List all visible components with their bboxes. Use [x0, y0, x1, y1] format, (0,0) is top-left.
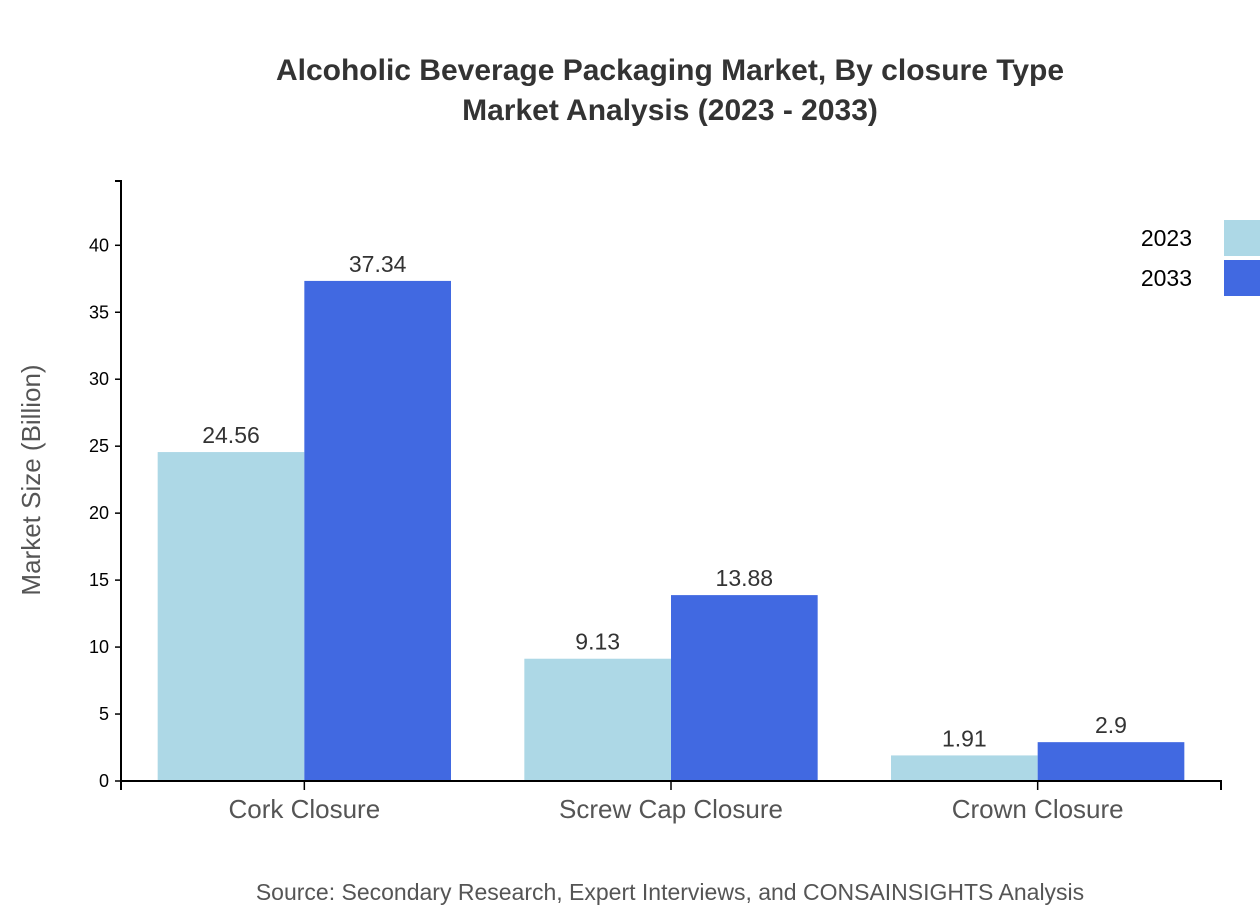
y-tick-label: 35 [89, 302, 109, 322]
y-tick-label: 5 [99, 704, 109, 724]
data-label: 37.34 [349, 251, 407, 277]
x-tick-label: Crown Closure [952, 794, 1124, 824]
legend-label: 2033 [1141, 265, 1192, 291]
y-tick-label: 10 [89, 637, 109, 657]
bar-2033 [304, 280, 451, 781]
legend-swatch-2033 [1224, 260, 1260, 296]
bar-2033 [671, 595, 818, 781]
x-axis [120, 780, 1222, 790]
y-tick-label: 0 [99, 771, 109, 791]
y-tick-label: 40 [89, 235, 109, 255]
data-label: 1.91 [942, 725, 987, 751]
y-axis [115, 180, 122, 781]
y-axis-label: Market Size (Billion) [16, 364, 46, 595]
bar-2023 [157, 452, 305, 781]
bar-2033 [1037, 742, 1185, 781]
data-label: 9.13 [575, 629, 620, 655]
chart-title: Alcoholic Beverage Packaging Market, By … [276, 54, 1064, 87]
bar-2023 [891, 755, 1038, 781]
y-tick-label: 20 [89, 503, 109, 523]
y-tick-label: 15 [89, 570, 109, 590]
data-label: 2.9 [1095, 712, 1127, 738]
legend-swatch-2023 [1224, 220, 1260, 256]
x-tick-label: Screw Cap Closure [559, 794, 783, 824]
x-tick-label: Cork Closure [228, 794, 380, 824]
data-label: 24.56 [202, 422, 260, 448]
y-tick-label: 25 [89, 436, 109, 456]
legend-label: 2023 [1141, 225, 1192, 251]
source-note: Source: Secondary Research, Expert Inter… [256, 879, 1084, 905]
y-tick-label: 30 [89, 369, 109, 389]
data-label: 13.88 [716, 565, 774, 591]
chart-subtitle: Market Analysis (2023 - 2033) [462, 94, 878, 127]
bar-2023 [524, 658, 671, 781]
